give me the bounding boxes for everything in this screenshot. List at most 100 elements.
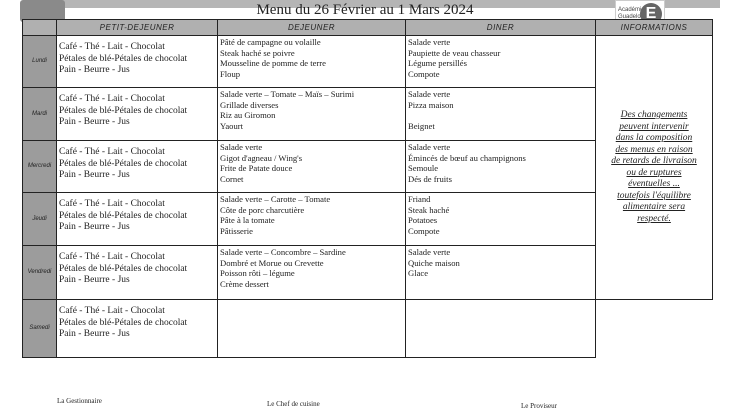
day-row: Vendredi Café - Thé - Lait - Chocolat Péta… <box>22 245 713 300</box>
menu-item: respecté. <box>637 213 671 224</box>
menu-item: Friand <box>408 194 431 204</box>
day-row: Samedi Café - Thé - Lait - Chocolat Pétale… <box>22 299 713 358</box>
menu-item: Pâtisserie <box>220 225 253 236</box>
menu-item: Salade verte <box>408 37 451 47</box>
menu-item: Pâte à la tomate <box>220 215 275 225</box>
menu-item: Des changements <box>620 110 688 120</box>
menu-item: Beignet <box>408 120 435 131</box>
column-header: DINER <box>405 19 596 36</box>
menu-item: Quiche maison <box>408 257 460 268</box>
menu-item: Côte de porc charcutière <box>220 204 305 215</box>
menu-item: Mousseline de pomme de terre <box>220 58 326 68</box>
signature-proviseur: Le Proviseur <box>521 402 557 410</box>
menu-item: Café - Thé - Lait - Chocolat <box>59 252 165 262</box>
menu-item: Pain - Beurre - Jus <box>59 117 130 127</box>
day-label: Vendredi <box>22 245 57 300</box>
menu-item: Dombré et Morue ou Crevette <box>220 257 324 268</box>
menu-item: Frite de Patate douce <box>220 163 293 173</box>
column-header: PETIT-DEJEUNER <box>56 19 218 36</box>
diner-cell: Salade verte Pizza maison Beignet <box>405 87 596 141</box>
page-title: Menu du 26 Février au 1 Mars 2024 <box>256 2 474 18</box>
menu-item <box>408 110 593 121</box>
menu-item: Pétales de blé-Pétales de chocolat <box>59 263 188 274</box>
petit-dejeuner-cell: Café - Thé - Lait - Chocolat Pétales de b… <box>56 192 218 246</box>
petit-dejeuner-cell: Café - Thé - Lait - Chocolat Pétales de b… <box>56 299 218 358</box>
menu-item: Gigot d'agneau / Wing's <box>220 152 303 163</box>
menu-item: Paupiette de veau chasseur <box>408 47 501 58</box>
day-label: Samedi <box>22 299 57 358</box>
menu-item: Pain - Beurre - Jus <box>59 275 130 285</box>
menu-item: Pain - Beurre - Jus <box>59 65 130 75</box>
menu-item: Pétales de blé-Pétales de chocolat <box>59 105 188 116</box>
menu-item: toutefois l'équilibre <box>617 190 691 201</box>
menu-item: Salade verte <box>408 142 451 152</box>
menu-item: Pétales de blé-Pétales de chocolat <box>59 317 188 328</box>
menu-item: Steak haché <box>408 204 450 215</box>
menu-item: Pétales de blé-Pétales de chocolat <box>59 210 188 221</box>
column-header: INFORMATIONS <box>595 19 713 36</box>
day-label: Mercredi <box>22 140 57 193</box>
dejeuner-cell: Salade verte – Carotte – Tomate Côte de p… <box>217 192 406 246</box>
menu-item: Poisson rôti – légume <box>220 268 295 278</box>
petit-dejeuner-cell: Café - Thé - Lait - Chocolat Pétales de b… <box>56 245 218 300</box>
petit-dejeuner-cell: Café - Thé - Lait - Chocolat Pétales de b… <box>56 87 218 141</box>
menu-item: Salade verte – Tomate – Maïs – Surimi <box>220 89 355 99</box>
menu-item: Compote <box>408 68 440 79</box>
petit-dejeuner-cell: Café - Thé - Lait - Chocolat Pétales de b… <box>56 140 218 193</box>
menu-item: Pétales de blé-Pétales de chocolat <box>59 158 188 169</box>
menu-item: Salade verte – Carotte – Tomate <box>220 194 331 204</box>
dejeuner-cell: Pâté de campagne ou volaille Steak haché … <box>217 35 406 88</box>
menu-item: Café - Thé - Lait - Chocolat <box>59 94 165 104</box>
menu-item: Floup <box>220 68 241 79</box>
menu-item: éventuelles ... <box>628 179 680 189</box>
menu-item: Pizza maison <box>408 99 454 110</box>
menu-item: Légume persillés <box>408 58 467 68</box>
day-row: Jeudi Café - Thé - Lait - Chocolat Pétales… <box>22 192 713 246</box>
menu-item: Crème dessert <box>220 278 269 289</box>
menu-item: Café - Thé - Lait - Chocolat <box>59 199 165 209</box>
menu-item: des menus en raison <box>615 144 693 155</box>
menu-item: Pain - Beurre - Jus <box>59 222 130 232</box>
menu-item: Pain - Beurre - Jus <box>59 170 130 180</box>
header-bar <box>60 0 720 8</box>
menu-item: Yaourt <box>220 120 244 131</box>
menu-item: dans la composition <box>615 133 693 143</box>
diner-cell: Salade verte Paupiette de veau chasseur Lé… <box>405 35 596 88</box>
menu-item: Grillade diverses <box>220 99 279 110</box>
menu-item: Potatoes <box>408 215 438 225</box>
diner-cell <box>405 299 596 358</box>
menu-item: Pain - Beurre - Jus <box>59 329 130 339</box>
menu-item: Salade verte – Concombre – Sardine <box>220 247 346 257</box>
day-row: Lundi Café - Thé - Lait - Chocolat Pétales… <box>22 35 713 300</box>
menu-item: peuvent intervenir <box>619 121 689 132</box>
menu-item: Riz au Giromon <box>220 110 276 120</box>
day-label: Jeudi <box>22 192 57 246</box>
diner-cell: Salade verte Quiche maison Glace <box>405 245 596 300</box>
menu-item: Pétales de blé-Pétales de chocolat <box>59 53 188 64</box>
dejeuner-cell: Salade verte – Concombre – Sardine Dombré… <box>217 245 406 300</box>
menu-item: Café - Thé - Lait - Chocolat <box>59 147 165 157</box>
menu-item: Café - Thé - Lait - Chocolat <box>59 42 165 52</box>
menu-item: Émincés de bœuf au champignons <box>408 152 526 163</box>
menu-item: Salade verte <box>408 89 451 99</box>
column-header <box>22 19 57 36</box>
menu-item: Steak haché se poivre <box>220 47 295 58</box>
menu-item: Salade verte <box>408 247 451 257</box>
menu-item: Pâté de campagne ou volaille <box>220 37 321 47</box>
menu-item: alimentaire sera <box>622 202 686 212</box>
diner-cell: Friand Steak haché Potatoes Compote <box>405 192 596 246</box>
menu-item: Café - Thé - Lait - Chocolat <box>59 306 165 316</box>
information-note: Des changements peuvent intervenir dans la… <box>595 35 713 300</box>
menu-item: Compote <box>408 225 440 236</box>
dejeuner-cell <box>217 299 406 358</box>
menu-item: ou de ruptures <box>626 167 682 178</box>
menu-item: Dés de fruits <box>408 173 452 184</box>
petit-dejeuner-cell: Café - Thé - Lait - Chocolat Pétales de b… <box>56 35 218 88</box>
menu-item: Salade verte <box>220 142 263 152</box>
menu-item: de retards de livraison <box>611 156 697 166</box>
dejeuner-cell: Salade verte – Tomate – Maïs – Surimi Gri… <box>217 87 406 141</box>
empty-cell <box>596 300 713 358</box>
day-label: Lundi <box>22 35 57 88</box>
menu-table: PETIT-DEJEUNER DEJEUNER DINER INFORMATIONS … <box>22 19 713 358</box>
dejeuner-cell: Salade verte Gigot d'agneau / Wing's Frite… <box>217 140 406 193</box>
